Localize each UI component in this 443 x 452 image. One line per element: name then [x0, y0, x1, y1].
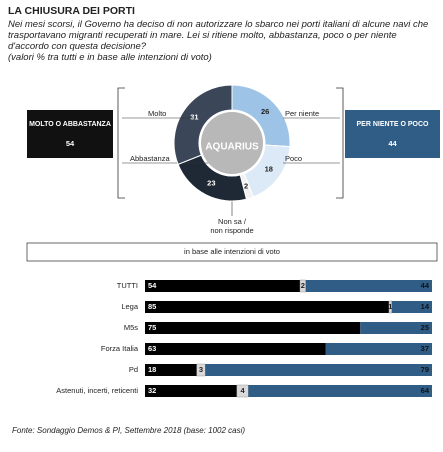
category-label: Lega	[121, 302, 139, 311]
bracket	[117, 87, 125, 199]
pie-slice	[173, 84, 233, 166]
title: LA CHIUSURA DEI PORTI	[8, 5, 135, 17]
note: (valori % tra tutti e in base alle inten…	[8, 52, 212, 63]
bar-value: 75	[148, 323, 156, 332]
subtitle-box	[26, 242, 438, 262]
center-label: AQUARIUS	[205, 142, 259, 153]
slice-value: 18	[265, 165, 273, 174]
slice-value: 2	[244, 181, 248, 190]
slice-name: Non sa / non risponde	[210, 217, 253, 235]
question: Nei mesi scorsi, il Governo ha deciso di…	[8, 19, 429, 52]
category-label: Pd	[129, 365, 138, 374]
bar-segment	[248, 385, 432, 397]
bar-value: 25	[421, 323, 429, 332]
group-value: 44	[388, 139, 397, 148]
bar-segment	[236, 384, 249, 398]
category-label: M5s	[124, 323, 138, 332]
bar-segment	[391, 301, 432, 313]
group-box	[345, 110, 440, 158]
bar-value: 63	[148, 344, 156, 353]
bar-segment	[305, 280, 432, 292]
bar-segment	[145, 385, 237, 397]
group-box	[27, 110, 113, 158]
bar-value: 2	[301, 281, 305, 290]
category-label: Forza Italia	[101, 344, 139, 353]
bar-value: 32	[148, 386, 156, 395]
bar-subtitle: in base alle intenzioni di voto	[184, 247, 280, 256]
bar-value: 14	[421, 302, 430, 311]
header: LA CHIUSURA DEI PORTI Nei mesi scorsi, i…	[8, 5, 438, 64]
slice-value: 26	[261, 107, 269, 116]
category-label: TUTTI	[117, 281, 138, 290]
bar-value: 44	[421, 281, 430, 290]
bar-segment	[145, 364, 197, 376]
bar-segment	[145, 280, 300, 292]
source: Fonte: Sondaggio Demos & PI, Settembre 2…	[12, 426, 246, 435]
slice-name: Molto	[148, 109, 166, 118]
bar-segment	[145, 343, 326, 355]
slice-name: Abbastanza	[130, 154, 170, 163]
bar-segment	[360, 322, 432, 334]
bar-segment	[205, 364, 432, 376]
slice-value: 31	[190, 112, 198, 121]
bar-value: 37	[421, 344, 429, 353]
bar-value: 3	[199, 365, 203, 374]
bar-value: 18	[148, 365, 156, 374]
bar-value: 1	[388, 302, 392, 311]
bar-segment	[145, 301, 389, 313]
slice-name: Poco	[285, 154, 302, 163]
group-value: 54	[66, 139, 75, 148]
bar-value: 54	[148, 281, 157, 290]
bar-value: 64	[421, 386, 430, 395]
bar-value: 79	[421, 365, 429, 374]
bar-segment	[325, 343, 432, 355]
slice-value: 23	[207, 179, 215, 188]
bar-value: 4	[240, 386, 245, 395]
category-label: Astenuti, incerti, reticenti	[56, 386, 138, 395]
bar-value: 85	[148, 302, 156, 311]
center-disc	[201, 112, 263, 174]
bar-segment	[145, 322, 361, 334]
group-label: PER NIENTE O POCO	[357, 121, 430, 128]
group-label: MOLTO O ABBASTANZA	[29, 121, 111, 128]
slice-name: Per niente	[285, 109, 319, 118]
bracket	[336, 87, 344, 199]
